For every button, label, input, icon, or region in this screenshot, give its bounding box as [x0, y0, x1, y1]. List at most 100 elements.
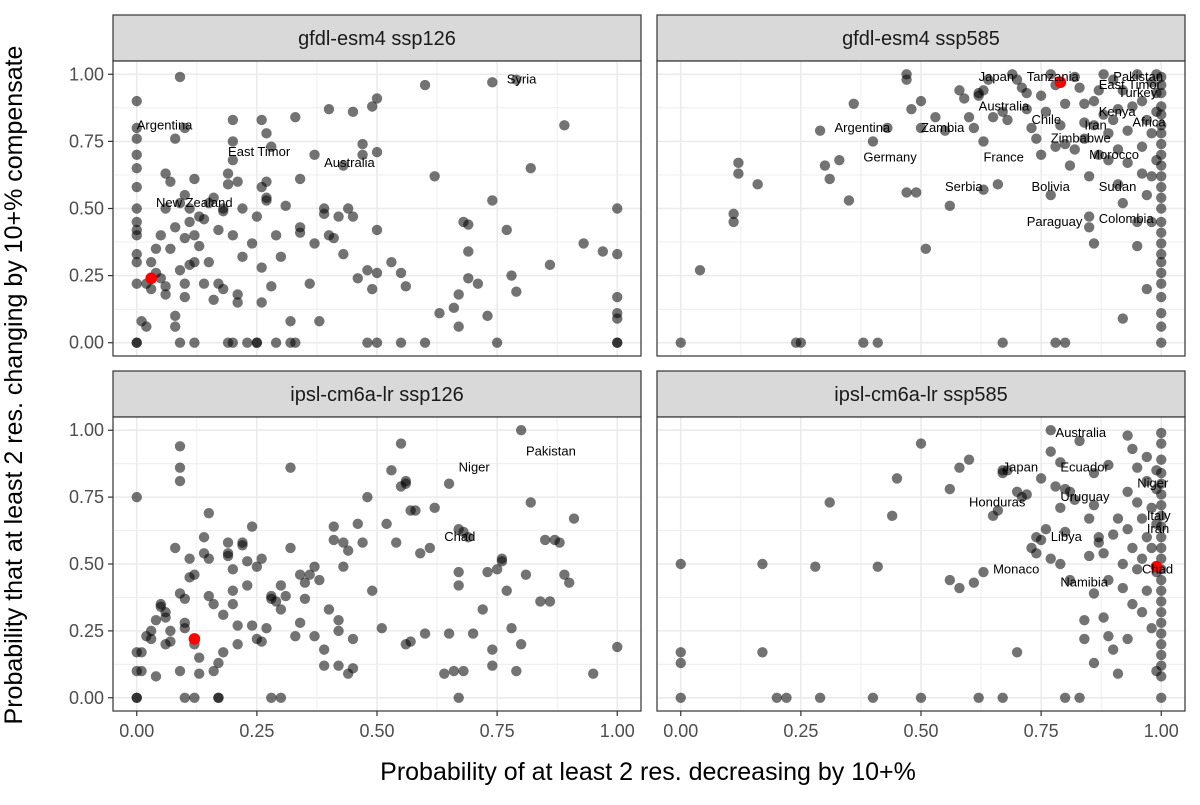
data-point: [333, 660, 344, 671]
country-label: Uruguay: [1060, 489, 1110, 504]
data-point: [362, 265, 373, 276]
data-point: [1103, 574, 1114, 586]
data-point: [1156, 216, 1167, 228]
data-point: [1156, 660, 1167, 671]
data-point: [189, 337, 200, 348]
x-axis-title: Probability of at least 2 res. decreasin…: [380, 758, 916, 786]
data-point: [179, 189, 191, 201]
data-point: [612, 248, 623, 260]
data-point: [1141, 475, 1153, 487]
data-point: [381, 518, 392, 530]
data-point: [256, 114, 267, 126]
data-point: [559, 120, 570, 131]
data-point: [280, 590, 291, 602]
data-point: [203, 590, 215, 602]
y-tick-label: 1.00: [69, 64, 104, 84]
data-point: [266, 141, 277, 152]
data-point: [453, 566, 464, 578]
country-label: Australia: [324, 155, 375, 170]
data-point: [333, 625, 344, 637]
country-label: Argentina: [137, 117, 193, 132]
data-point: [978, 136, 989, 147]
data-point: [342, 203, 354, 214]
data-point: [208, 665, 219, 677]
data-point: [1122, 430, 1133, 441]
x-tick-label: 1.00: [1144, 721, 1179, 741]
country-label: Kenya: [1099, 104, 1137, 119]
data-point: [1035, 149, 1047, 161]
data-point: [1156, 267, 1167, 279]
y-tick-label: 0.00: [69, 688, 104, 708]
panel-title: ipsl-cm6a-lr ssp585: [834, 384, 1007, 406]
data-point: [1074, 435, 1085, 447]
data-point: [1103, 459, 1114, 471]
data-point: [539, 534, 551, 546]
data-point: [675, 558, 686, 570]
data-point: [174, 71, 186, 83]
data-point: [323, 103, 335, 115]
data-point: [578, 238, 589, 249]
data-point: [347, 663, 359, 674]
data-point: [309, 631, 320, 642]
country-label: Syria: [507, 72, 537, 87]
data-point: [150, 614, 162, 626]
data-point: [256, 262, 267, 273]
data-point: [1156, 307, 1167, 319]
data-point: [179, 593, 191, 604]
data-point: [1122, 524, 1133, 535]
data-point: [165, 636, 176, 647]
data-point: [1059, 337, 1071, 348]
data-point: [1069, 71, 1080, 83]
data-point: [174, 197, 186, 209]
data-point: [136, 647, 147, 658]
data-point: [419, 79, 431, 91]
data-point: [261, 176, 272, 187]
data-point: [867, 692, 879, 703]
data-point: [371, 337, 383, 348]
data-point: [1093, 149, 1104, 161]
data-point: [675, 337, 686, 348]
data-point: [453, 580, 464, 591]
data-point: [1088, 95, 1100, 107]
data-point: [472, 278, 484, 289]
data-point: [771, 692, 783, 703]
data-point: [371, 93, 383, 104]
data-point: [1132, 564, 1143, 575]
data-point: [1011, 74, 1023, 85]
data-point: [1074, 692, 1085, 703]
data-point: [395, 337, 407, 348]
data-point: [1156, 160, 1167, 171]
data-point: [1156, 521, 1167, 532]
data-point: [169, 310, 181, 322]
data-point: [1156, 574, 1167, 586]
y-tick-label: 0.50: [69, 199, 104, 219]
data-point: [819, 160, 831, 171]
data-point: [1059, 692, 1071, 703]
data-point: [983, 74, 994, 85]
country-label: Tanzania: [1027, 69, 1080, 84]
data-point: [1045, 69, 1056, 80]
data-point: [174, 462, 186, 473]
data-point: [1136, 553, 1148, 564]
panel-strip: [112, 14, 642, 62]
data-point: [131, 491, 142, 503]
data-point: [597, 246, 609, 257]
data-point: [694, 265, 706, 276]
data-point: [352, 273, 363, 284]
data-point: [824, 173, 835, 185]
data-point: [189, 230, 200, 241]
data-point: [285, 316, 296, 327]
data-point: [563, 577, 575, 588]
data-point: [213, 692, 224, 703]
data-point: [511, 286, 522, 297]
data-point: [520, 569, 532, 580]
data-point: [285, 542, 296, 554]
data-point: [848, 98, 859, 110]
country-label: Pakistan: [1113, 69, 1163, 84]
data-point: [1156, 87, 1167, 99]
data-point: [208, 294, 219, 305]
data-point: [968, 122, 980, 134]
data-point: [1002, 465, 1013, 476]
data-point: [338, 160, 349, 171]
country-label: Ecuador: [1060, 460, 1109, 475]
